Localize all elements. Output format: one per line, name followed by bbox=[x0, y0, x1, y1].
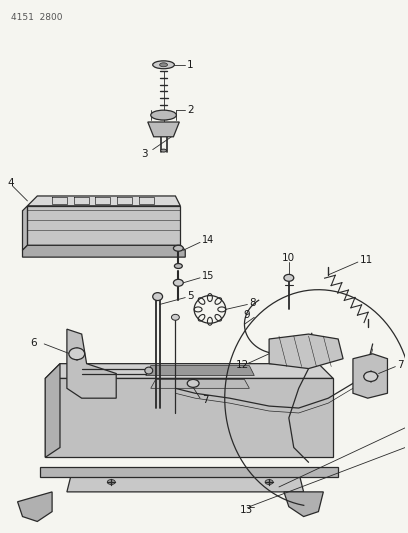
Text: 15: 15 bbox=[202, 271, 214, 281]
Ellipse shape bbox=[171, 314, 180, 320]
Text: 11: 11 bbox=[360, 255, 373, 265]
Ellipse shape bbox=[69, 348, 84, 360]
Text: 1: 1 bbox=[187, 60, 194, 70]
Ellipse shape bbox=[173, 245, 183, 251]
Polygon shape bbox=[148, 122, 180, 137]
Ellipse shape bbox=[153, 61, 174, 69]
Text: 9: 9 bbox=[244, 310, 250, 320]
Ellipse shape bbox=[364, 372, 377, 382]
Ellipse shape bbox=[153, 293, 162, 301]
Ellipse shape bbox=[265, 480, 273, 484]
Ellipse shape bbox=[107, 480, 115, 484]
Text: 6: 6 bbox=[31, 338, 37, 348]
Polygon shape bbox=[269, 334, 343, 369]
Polygon shape bbox=[27, 206, 180, 245]
Polygon shape bbox=[27, 196, 180, 206]
Ellipse shape bbox=[187, 379, 199, 387]
Polygon shape bbox=[67, 329, 116, 398]
Text: 5: 5 bbox=[187, 290, 194, 301]
Text: 13: 13 bbox=[239, 505, 253, 515]
Polygon shape bbox=[151, 379, 249, 389]
Text: 10: 10 bbox=[282, 253, 295, 263]
Ellipse shape bbox=[173, 279, 183, 286]
Text: 12: 12 bbox=[235, 360, 249, 370]
Text: 7: 7 bbox=[202, 395, 208, 405]
Ellipse shape bbox=[145, 367, 153, 374]
Polygon shape bbox=[67, 472, 304, 492]
Polygon shape bbox=[22, 206, 27, 250]
Ellipse shape bbox=[151, 110, 176, 120]
Polygon shape bbox=[45, 378, 333, 457]
Text: 2: 2 bbox=[187, 105, 194, 115]
Text: 7: 7 bbox=[397, 360, 404, 370]
Ellipse shape bbox=[160, 63, 168, 67]
Text: 14: 14 bbox=[202, 236, 214, 245]
Polygon shape bbox=[146, 366, 254, 375]
Ellipse shape bbox=[174, 263, 182, 269]
Polygon shape bbox=[284, 492, 324, 516]
Polygon shape bbox=[45, 364, 60, 457]
Polygon shape bbox=[22, 245, 185, 257]
Text: 3: 3 bbox=[141, 149, 148, 158]
Text: 4: 4 bbox=[8, 178, 14, 188]
Polygon shape bbox=[40, 467, 338, 477]
Text: 4151  2800: 4151 2800 bbox=[11, 13, 62, 22]
Polygon shape bbox=[18, 492, 52, 521]
Text: 8: 8 bbox=[249, 297, 256, 308]
Polygon shape bbox=[45, 364, 333, 378]
Ellipse shape bbox=[284, 274, 294, 281]
Polygon shape bbox=[353, 354, 388, 398]
Ellipse shape bbox=[161, 149, 166, 152]
